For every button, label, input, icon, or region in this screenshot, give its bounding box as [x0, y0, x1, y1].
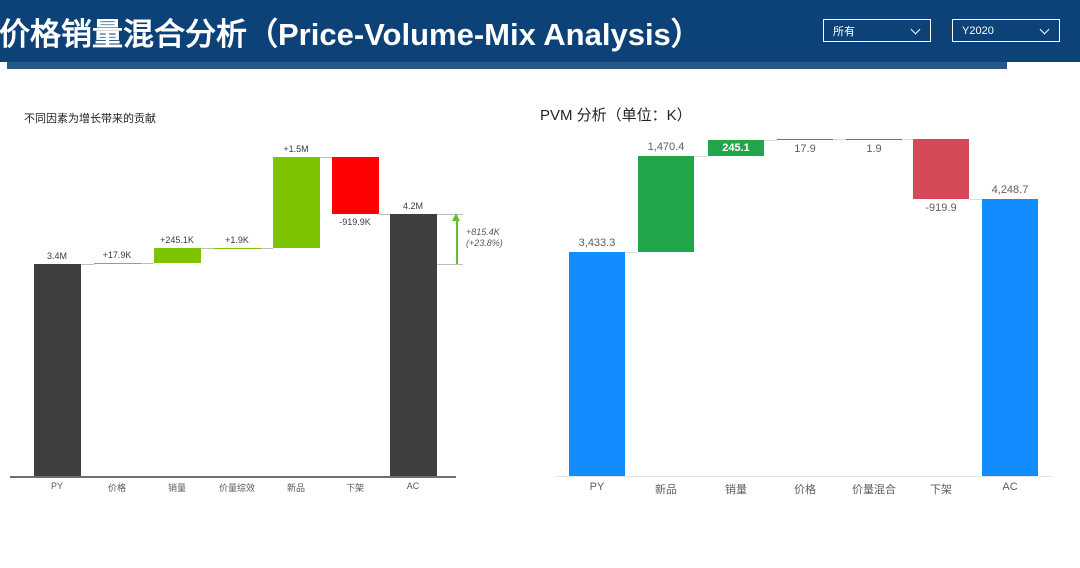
waterfall-connector	[140, 262, 154, 264]
bar-价格[interactable]	[93, 262, 141, 265]
x-axis-label-销量: 销量	[167, 483, 186, 493]
waterfall-connector	[833, 138, 846, 140]
bar-新品[interactable]	[272, 156, 320, 248]
bar-价格[interactable]	[777, 138, 833, 141]
value-label-新品: +1.5M	[283, 143, 309, 154]
bar-新品[interactable]	[638, 156, 694, 252]
x-axis-label-价格: 价格	[794, 484, 816, 496]
waterfall-connector	[969, 198, 982, 200]
report-header: 价格销量混合分析（Price-Volume-Mix Analysis） 所有 Y…	[0, 0, 1080, 62]
x-axis-label-AC: AC	[1002, 481, 1018, 493]
slicer-all-value: 所有	[833, 25, 855, 38]
growth-arrow	[455, 219, 459, 264]
value-label-价量混合: 1.9	[866, 142, 882, 155]
value-label-下架: -919.9K	[339, 216, 371, 227]
x-axis-label-AC: AC	[406, 481, 420, 491]
left-chart-title: 不同因素为增长带来的贡献	[24, 113, 156, 125]
waterfall-connector	[260, 247, 273, 249]
x-axis-label-下架: 下架	[930, 484, 952, 496]
growth-annotation-label: +815.4K (+23.8%)	[466, 226, 503, 249]
value-label-销量: 245.1	[722, 142, 750, 155]
waterfall-connector	[319, 156, 332, 158]
x-axis-label-新品: 新品	[655, 484, 677, 496]
waterfall-connector	[625, 252, 638, 253]
bar-价量综效[interactable]	[213, 247, 261, 249]
right-chart-title: PVM 分析（单位：K）	[540, 107, 692, 124]
x-axis-label-PY: PY	[50, 481, 63, 491]
page-title: 价格销量混合分析（Price-Volume-Mix Analysis）	[0, 16, 702, 52]
x-axis-label-PY: PY	[589, 481, 605, 493]
value-label-AC: 4,248.7	[991, 183, 1029, 196]
waterfall-connector	[694, 156, 708, 158]
annotation-bracket-top	[437, 213, 463, 215]
x-axis-label-价格: 价格	[107, 483, 126, 493]
waterfall-connector	[764, 140, 777, 142]
x-axis-label-下架: 下架	[345, 483, 364, 493]
slicer-year-value: Y2020	[962, 24, 994, 37]
value-label-价量综效: +1.9K	[225, 234, 249, 245]
bar-PY[interactable]	[33, 264, 81, 476]
waterfall-connector	[378, 213, 390, 215]
value-label-PY: 3.4M	[46, 251, 67, 261]
value-label-新品: 1,470.4	[647, 141, 685, 154]
bar-价量混合[interactable]	[846, 138, 902, 140]
value-label-价格: +17.9K	[102, 249, 132, 260]
slicer-year-dropdown[interactable]: Y2020	[952, 19, 1060, 42]
bar-PY[interactable]	[569, 252, 625, 476]
value-label-下架: -919.9	[925, 201, 957, 214]
bar-AC[interactable]	[982, 198, 1038, 476]
bar-下架[interactable]	[913, 138, 969, 199]
x-axis-line	[556, 476, 1052, 477]
bar-下架[interactable]	[331, 156, 379, 214]
x-axis-label-新品: 新品	[286, 483, 305, 493]
value-label-AC: 4.2M	[402, 200, 423, 211]
waterfall-connector	[902, 138, 913, 140]
waterfall-connector	[80, 264, 94, 265]
annotation-bracket-bottom	[437, 264, 463, 265]
slicer-all-dropdown[interactable]: 所有	[823, 19, 931, 42]
value-label-价格: 17.9	[794, 143, 816, 156]
bar-AC[interactable]	[389, 213, 437, 476]
header-accent-strip	[7, 62, 1007, 69]
growth-arrow-head-icon	[451, 212, 460, 221]
bar-销量[interactable]	[153, 247, 201, 263]
bar-销量[interactable]	[708, 140, 764, 157]
x-axis-label-价量综效: 价量综效	[218, 483, 255, 493]
x-axis-label-价量混合: 价量混合	[852, 484, 896, 496]
value-label-销量: +245.1K	[160, 234, 194, 245]
x-axis-label-销量: 销量	[725, 484, 747, 496]
x-axis-line	[10, 476, 456, 478]
waterfall-connector	[200, 247, 214, 249]
value-label-PY: 3,433.3	[578, 237, 616, 249]
